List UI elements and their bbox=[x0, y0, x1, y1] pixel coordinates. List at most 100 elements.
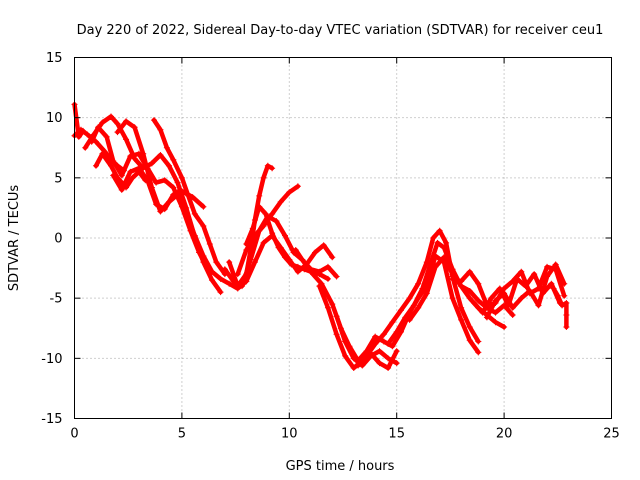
data-point-marker bbox=[333, 273, 340, 280]
data-point-marker bbox=[114, 129, 121, 136]
data-point-marker bbox=[419, 285, 426, 292]
data-point-marker bbox=[148, 160, 155, 167]
data-point-marker bbox=[273, 218, 280, 225]
data-point-marker bbox=[423, 290, 430, 297]
y-tick-label: 15 bbox=[46, 51, 63, 66]
data-point-marker bbox=[372, 333, 379, 340]
series-line bbox=[484, 262, 567, 320]
data-point-marker bbox=[174, 189, 181, 196]
data-point-marker bbox=[260, 222, 267, 229]
data-point-marker bbox=[559, 302, 566, 309]
data-point-marker bbox=[342, 352, 349, 359]
data-point-marker bbox=[324, 263, 331, 270]
data-point-marker bbox=[217, 289, 224, 296]
data-point-marker bbox=[191, 210, 198, 217]
data-point-marker bbox=[99, 150, 106, 157]
data-point-marker bbox=[410, 302, 417, 309]
data-point-marker bbox=[226, 280, 233, 287]
grid-lines bbox=[74, 57, 612, 419]
data-point-marker bbox=[178, 174, 185, 181]
data-point-marker bbox=[449, 295, 456, 302]
data-series-layer bbox=[71, 101, 570, 371]
data-point-marker bbox=[170, 184, 177, 191]
data-point-marker bbox=[269, 165, 276, 172]
x-tick-label: 20 bbox=[496, 427, 513, 442]
data-point-marker bbox=[563, 324, 570, 331]
series-sat-22 bbox=[550, 285, 570, 331]
series-line bbox=[151, 117, 228, 277]
data-point-marker bbox=[200, 253, 207, 260]
data-point-marker bbox=[183, 210, 190, 217]
y-tick-label: 0 bbox=[54, 232, 62, 247]
data-point-marker bbox=[329, 301, 336, 308]
data-point-marker bbox=[496, 285, 503, 292]
x-tick-label: 10 bbox=[281, 427, 298, 442]
data-point-marker bbox=[140, 150, 147, 157]
axis-ticks bbox=[74, 57, 612, 419]
series-sat-6 bbox=[114, 118, 185, 215]
data-point-marker bbox=[385, 364, 392, 371]
data-point-marker bbox=[389, 319, 396, 326]
data-point-marker bbox=[299, 256, 306, 263]
data-point-marker bbox=[526, 287, 533, 294]
data-point-marker bbox=[99, 119, 106, 126]
data-point-marker bbox=[329, 254, 336, 261]
series-sat-21 bbox=[483, 261, 568, 321]
data-point-marker bbox=[406, 295, 413, 302]
data-point-marker bbox=[385, 340, 392, 347]
data-point-marker bbox=[342, 338, 349, 345]
data-point-marker bbox=[492, 319, 499, 326]
data-point-marker bbox=[475, 349, 482, 356]
data-point-marker bbox=[131, 124, 138, 131]
data-point-marker bbox=[123, 136, 130, 143]
data-point-marker bbox=[221, 266, 228, 273]
data-point-marker bbox=[350, 364, 357, 371]
data-point-marker bbox=[466, 337, 473, 344]
data-point-marker bbox=[262, 210, 269, 217]
data-point-marker bbox=[415, 304, 422, 311]
data-point-marker bbox=[475, 338, 482, 345]
data-point-marker bbox=[157, 151, 164, 158]
data-point-marker bbox=[118, 172, 125, 179]
data-point-marker bbox=[376, 348, 383, 355]
data-point-marker bbox=[548, 280, 555, 287]
data-point-marker bbox=[324, 275, 331, 282]
data-point-marker bbox=[406, 316, 413, 323]
x-tick-label: 5 bbox=[178, 427, 186, 442]
data-point-marker bbox=[428, 259, 435, 266]
data-point-marker bbox=[114, 120, 121, 127]
data-point-marker bbox=[434, 239, 441, 246]
data-point-marker bbox=[312, 249, 319, 256]
data-point-marker bbox=[206, 241, 213, 248]
data-point-marker bbox=[275, 244, 282, 251]
data-point-marker bbox=[518, 295, 525, 302]
data-point-marker bbox=[355, 362, 362, 369]
data-point-marker bbox=[458, 278, 465, 285]
data-point-marker bbox=[479, 309, 486, 316]
data-point-marker bbox=[324, 304, 331, 311]
data-point-marker bbox=[286, 189, 293, 196]
data-point-marker bbox=[230, 278, 237, 285]
data-point-marker bbox=[393, 360, 400, 367]
x-axis-title: GPS time / hours bbox=[286, 459, 395, 474]
data-point-marker bbox=[226, 259, 233, 266]
data-point-marker bbox=[436, 227, 443, 234]
data-point-marker bbox=[471, 299, 478, 306]
data-point-marker bbox=[307, 268, 314, 275]
data-point-marker bbox=[294, 263, 301, 270]
data-point-marker bbox=[513, 275, 520, 282]
data-point-marker bbox=[123, 118, 130, 125]
data-point-marker bbox=[316, 271, 323, 278]
data-point-marker bbox=[458, 304, 465, 311]
data-point-marker bbox=[385, 355, 392, 362]
data-point-marker bbox=[256, 203, 263, 210]
data-point-marker bbox=[251, 232, 258, 239]
data-point-marker bbox=[531, 271, 538, 278]
data-point-marker bbox=[260, 174, 267, 181]
data-point-marker bbox=[92, 162, 99, 169]
data-point-marker bbox=[430, 235, 437, 241]
data-point-marker bbox=[191, 232, 198, 239]
data-point-marker bbox=[292, 247, 299, 254]
data-point-marker bbox=[402, 314, 409, 321]
